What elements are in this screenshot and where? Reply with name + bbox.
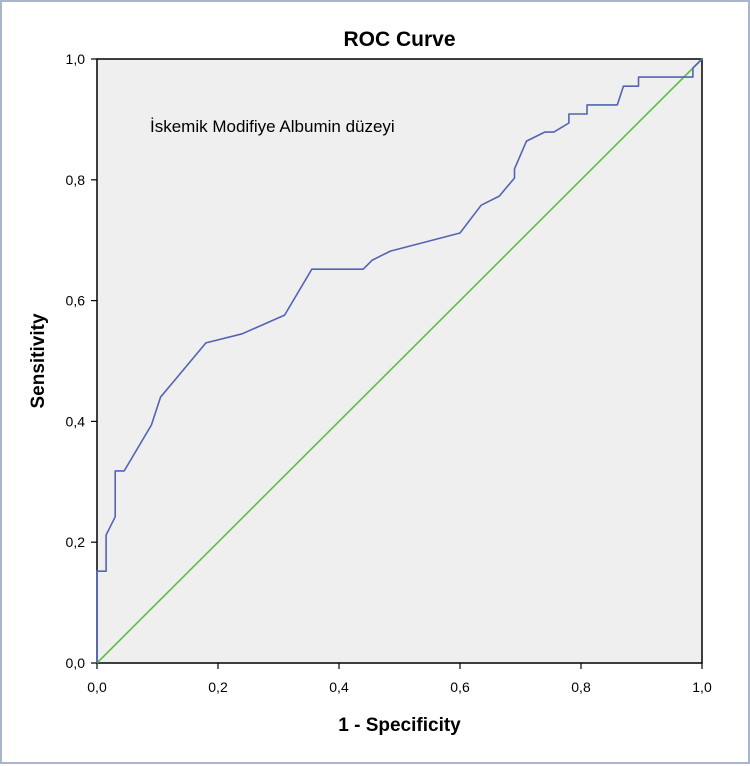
x-tick-label: 1,0 <box>692 679 712 695</box>
y-tick-label: 0,2 <box>66 534 86 550</box>
roc-curve-line <box>96 58 703 663</box>
x-axis-label: 1 - Specificity <box>338 715 461 736</box>
y-tick-label: 1,0 <box>66 51 86 67</box>
x-tick-label: 0,6 <box>450 679 470 695</box>
y-axis-label: Sensitivity <box>28 313 49 408</box>
x-axis: 0,0 0,2 0,4 0,6 0,8 1,0 <box>87 663 712 695</box>
x-tick-label: 0,8 <box>571 679 591 695</box>
y-axis: 0,0 0,2 0,4 0,6 0,8 1,0 <box>66 51 97 671</box>
reference-diagonal-line <box>96 58 703 664</box>
chart-title: ROC Curve <box>343 28 455 51</box>
x-tick-label: 0,4 <box>329 679 349 695</box>
y-tick-label: 0,8 <box>66 172 86 188</box>
x-tick-label: 0,0 <box>87 679 107 695</box>
series-group <box>96 58 703 664</box>
y-tick-label: 0,6 <box>66 293 86 309</box>
x-tick-label: 0,2 <box>208 679 228 695</box>
y-tick-label: 0,4 <box>66 413 86 429</box>
y-tick-label: 0,0 <box>66 655 86 671</box>
chart-annotation: İskemik Modifiye Albumin düzeyi <box>150 117 395 136</box>
